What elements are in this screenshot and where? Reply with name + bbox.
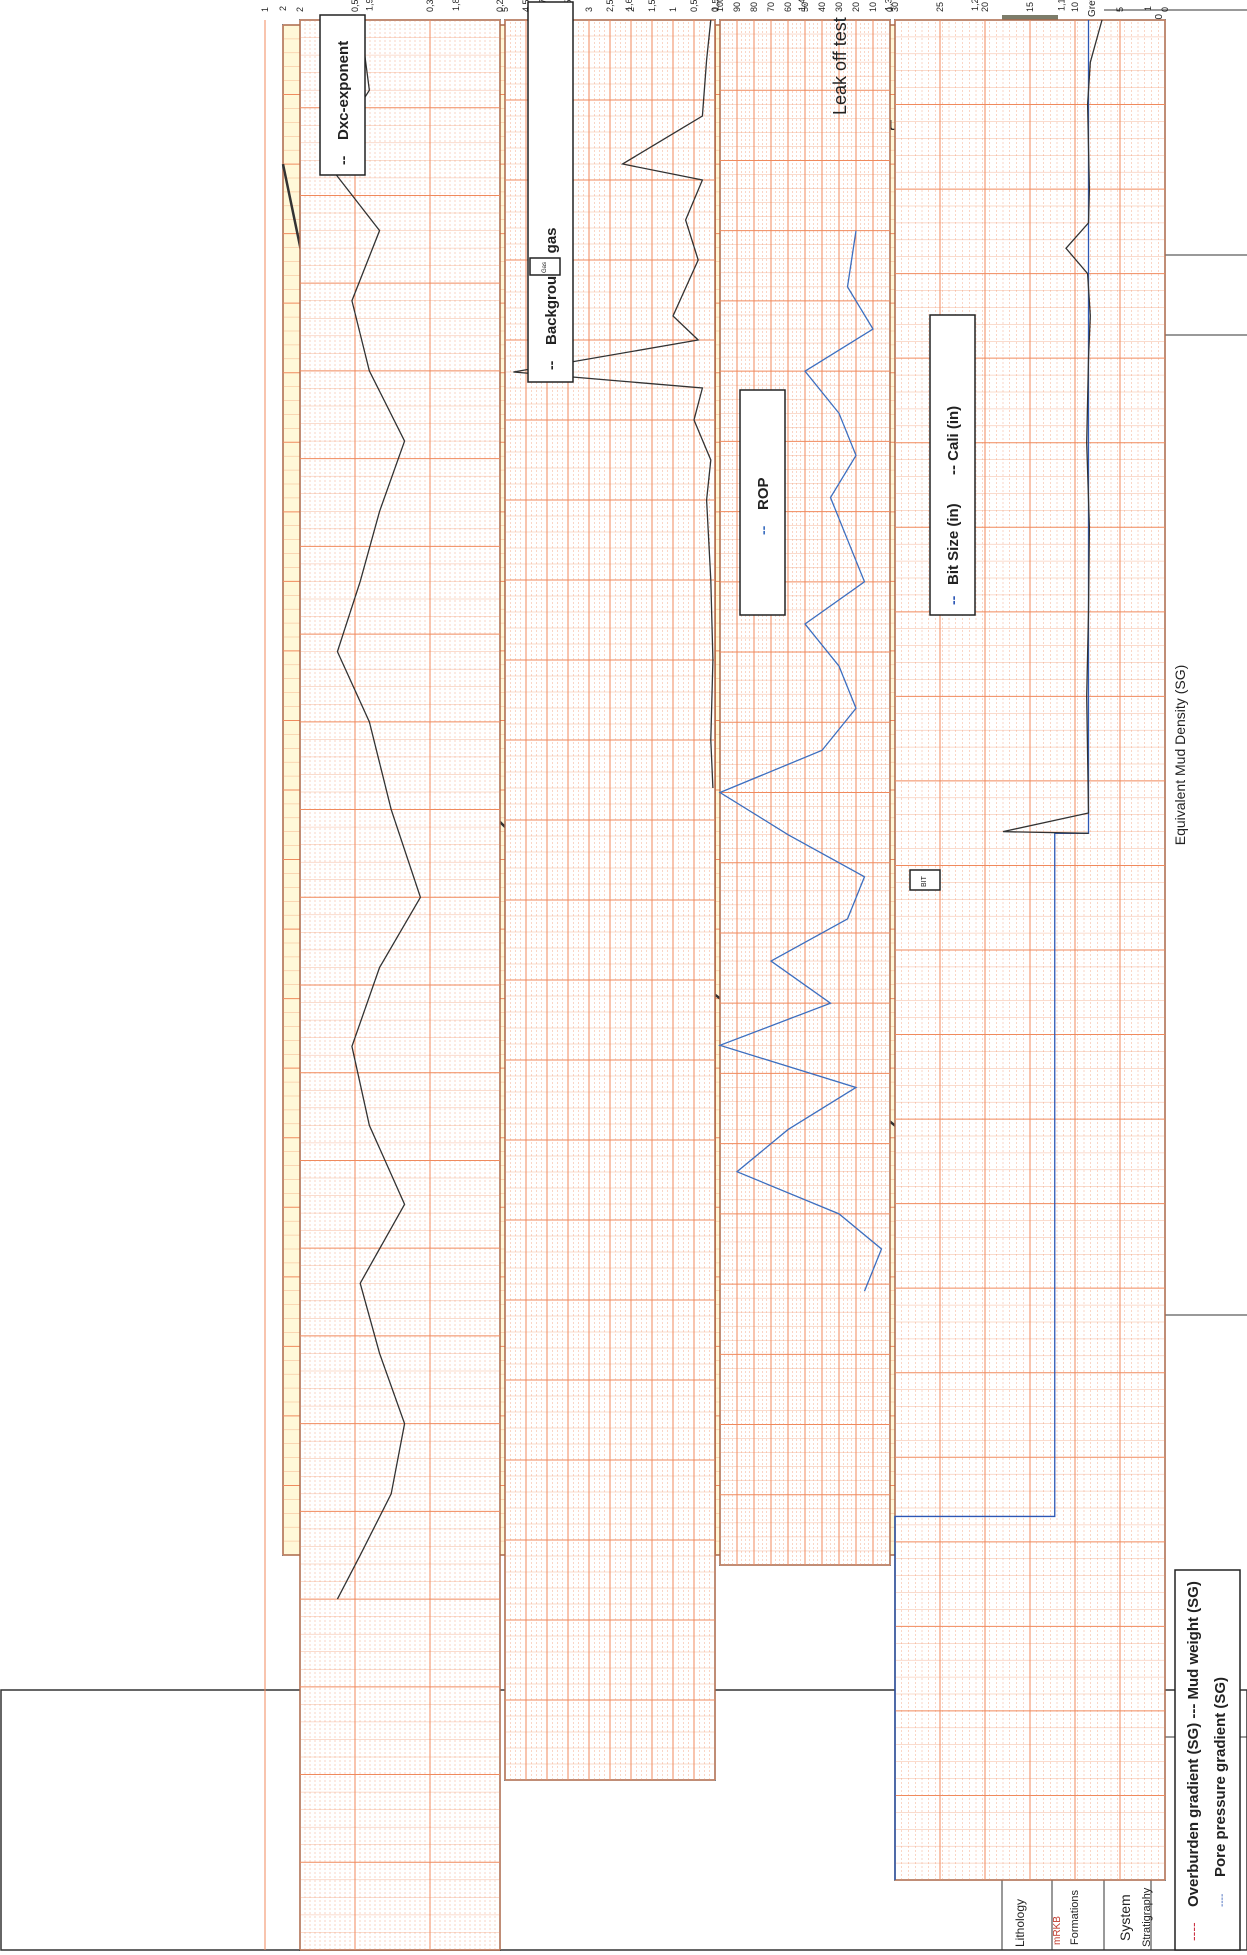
x-tick-label: 0,3: [425, 0, 435, 12]
x-tick-label: 1,5: [711, 0, 721, 11]
x-tick-label: 20: [980, 2, 990, 12]
x-tick-label: 10: [1070, 2, 1080, 12]
bit-legend-frame: [929, 314, 976, 616]
x-tick-label: 70: [766, 2, 776, 12]
x-tick-label: 0,2: [495, 0, 505, 12]
density-legend-frame: [1174, 1569, 1241, 1951]
legend-prefix: --: [755, 525, 771, 535]
x-tick-label: 30: [834, 2, 844, 12]
legend-density-line2: Pore pressure gradient (SG): [1212, 1677, 1229, 1877]
x-tick-label: 5: [1115, 7, 1125, 12]
x-tick-label: 40: [817, 2, 827, 12]
x-tick-label: 30: [890, 2, 900, 12]
header-system: System: [1117, 1894, 1133, 1941]
x-axis-title: inches: [1018, 0, 1033, 1]
header-stratigraphy: Stratigraphy: [1141, 1887, 1153, 1947]
bit-box-frame: [909, 869, 941, 891]
series-cali: [1002, 19, 1103, 834]
x-tick-label: 0: [1160, 7, 1170, 12]
legend-gas: Background gas: [543, 227, 560, 345]
legend-prefix: ----: [1217, 1894, 1228, 1907]
x-tick-label: 25: [935, 2, 945, 12]
x-tick-label: 1,1: [1057, 0, 1067, 11]
gas-box-frame: [529, 257, 561, 276]
x-tick-label: 1,8: [451, 0, 461, 11]
legend-rop: ROP: [755, 477, 772, 510]
series-dxc-exponent: [324, 19, 422, 1600]
x-tick-label: 3: [584, 7, 594, 12]
dxc-legend-frame: [319, 14, 366, 176]
legend-prefix: --: [335, 155, 351, 165]
x-tick-label: 1,5: [647, 0, 657, 12]
x-tick-label: 5: [500, 7, 510, 12]
x-tick-label: 2: [295, 7, 305, 12]
x-tick-label: 0: [885, 7, 895, 12]
legend-prefix: --: [945, 595, 961, 605]
legend-gas-box-label: Gas: [542, 262, 548, 273]
x-axis-title: Equivalent Mud Density (SG): [1172, 665, 1188, 846]
x-tick-label: 1: [1143, 6, 1153, 11]
x-tick-label: 2,5: [605, 0, 615, 12]
x-tick-label: 1: [260, 7, 270, 12]
x-tick-label: 1,9: [365, 0, 375, 11]
legend-density-line1: Overburden gradient (SG) --- Mud weight …: [1185, 1581, 1202, 1907]
x-tick-label: 0,5: [689, 0, 699, 12]
formation-name: Grey beds: [1087, 0, 1098, 17]
x-tick-label: 1,6: [624, 0, 634, 11]
x-tick-label: 20: [851, 2, 861, 12]
x-tick-label: 80: [749, 2, 759, 12]
x-tick-label: 60: [783, 2, 793, 12]
x-tick-label: 0,5: [350, 0, 360, 12]
x-tick-label: 1: [668, 7, 678, 12]
legend-caliper: -- Cali (in): [945, 406, 962, 475]
rop-legend-frame: [739, 389, 786, 616]
x-tick-label: 10: [868, 2, 878, 12]
x-tick-label: 100: [715, 0, 725, 12]
x-tick-label: 90: [732, 2, 742, 12]
header-formations: Formations: [1069, 1889, 1081, 1945]
x-tick-label: 4,5: [521, 0, 531, 12]
legend-prefix: ----: [1185, 1922, 1201, 1941]
series-background-gas: [513, 19, 714, 789]
x-tick-label: 1,4: [797, 0, 807, 11]
legend-dxc: Dxc-exponent: [335, 41, 352, 140]
header-mrkb: mRKB: [1052, 1916, 1063, 1945]
x-tick-label: 0: [710, 7, 720, 12]
x-tick-label: 50: [800, 2, 810, 12]
legend-bit-size: Bit Size (in): [945, 503, 962, 585]
x-tick-label: 1,2: [970, 0, 980, 11]
gas-legend-frame: [527, 1, 574, 383]
x-tick-label: 1,3: [884, 0, 894, 11]
series-bit-size: [894, 20, 1090, 1880]
legend-prefix: --: [543, 360, 559, 370]
header-lithology: Lithology: [1013, 1899, 1027, 1947]
x-tick-label: 2: [626, 7, 636, 12]
legend-lot-label: Leak off test: [830, 17, 850, 115]
legend-bit-box-label: BIT: [921, 875, 928, 887]
x-tick-label: 2: [278, 6, 288, 11]
series-rop: [718, 230, 883, 1292]
x-tick-label: 15: [1025, 2, 1035, 12]
